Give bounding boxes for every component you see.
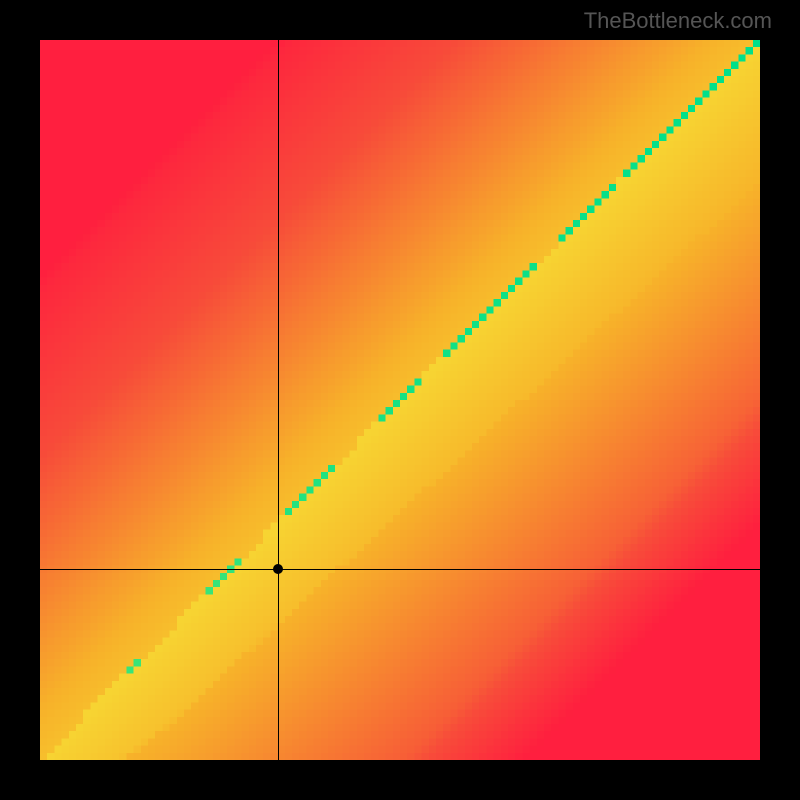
crosshair-vertical: [278, 40, 279, 760]
crosshair-point: [273, 564, 283, 574]
watermark-text: TheBottleneck.com: [584, 8, 772, 34]
crosshair-horizontal: [40, 569, 760, 570]
heatmap-canvas: [40, 40, 760, 760]
bottleneck-heatmap: [40, 40, 760, 760]
